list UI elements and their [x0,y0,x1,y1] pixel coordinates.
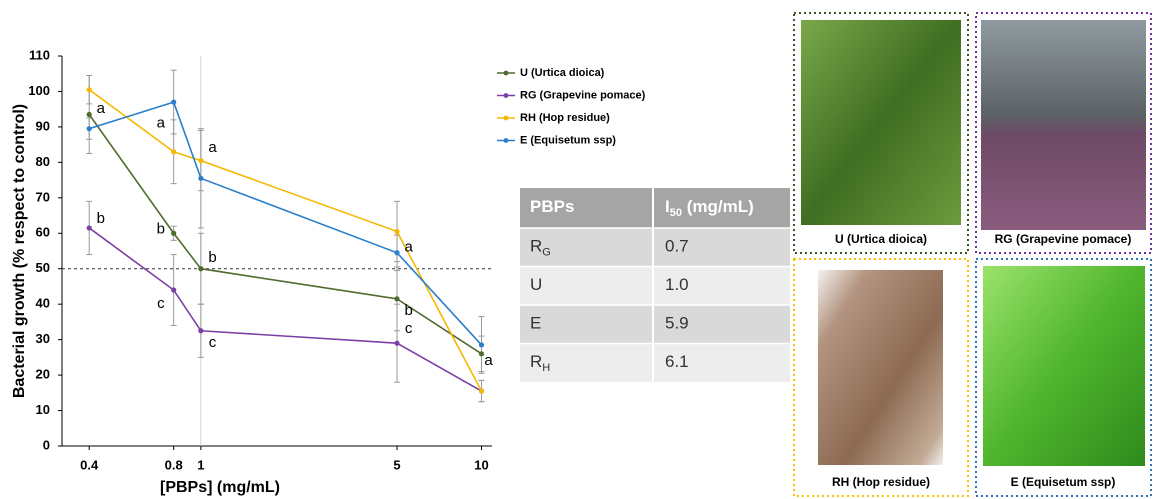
legend-label: E (Equisetum ssp) [520,134,616,146]
table-cell-text: 1.0 [665,275,689,294]
annotation: b [404,302,412,319]
data-point [87,87,92,92]
subscript: G [542,246,551,258]
photo-caption: U (Urtica dioica) [835,232,927,246]
annotation: b [208,249,216,266]
legend-label: U (Urtica dioica) [520,67,605,79]
x-axis-label: [PBPs] (mg/mL) [160,479,280,496]
legend-swatch [504,71,509,76]
annotation: a [97,100,106,117]
series-line [89,90,481,391]
annotation: a [404,238,413,255]
table-cell-text: PBPs [530,197,574,216]
data-point [394,296,399,301]
table-cell-text: E [530,314,541,333]
data-point [171,99,176,104]
data-point [171,149,176,154]
data-point [198,158,203,163]
table-cell-text: U [530,275,542,294]
data-point [87,112,92,117]
data-point [479,388,484,393]
series-line [89,115,481,354]
photo [818,270,943,465]
photo [983,266,1145,466]
table-row [520,305,790,344]
x-tick-label: 10 [474,457,488,472]
series-line [89,228,481,391]
annotation: c [209,334,217,351]
y-tick-label: 0 [43,437,50,452]
annotation: a [484,352,493,369]
cell-text: U [530,275,542,294]
data-point [87,126,92,131]
photo-grid: U (Urtica dioica) RG (Grapevine pomace) RH… [794,13,1151,496]
data-point [87,225,92,230]
annotation: c [157,295,165,312]
y-axis-label: Bacterial growth (% respect to control) [11,104,28,398]
y-tick-label: 110 [29,47,50,62]
legend-label: RG (Grapevine pomace) [520,89,646,101]
x-tick-label: 0.8 [165,457,183,472]
photo-caption: E (Equisetum ssp) [1011,475,1116,489]
y-tick-label: 60 [36,225,50,240]
x-tick-label: 0.4 [80,457,99,472]
legend-swatch [504,138,509,143]
cell-text: E [530,314,541,333]
x-tick-label: 1 [197,457,204,472]
photo [801,20,961,225]
subscript: H [542,362,550,374]
table-row [520,344,790,383]
data-point [198,266,203,271]
data-point [394,341,399,346]
table-cell-text: 6.1 [665,352,689,371]
data-point [394,229,399,234]
data-point [171,287,176,292]
y-tick-label: 30 [36,331,50,346]
annotation: b [157,221,165,238]
annotation: c [405,320,413,337]
y-tick-label: 40 [36,296,50,311]
cell-text: 6.1 [665,352,689,371]
cell-text: 5.9 [665,314,689,333]
table-cell-text: 5.9 [665,314,689,333]
y-tick-label: 70 [36,189,50,204]
photo-caption: RH (Hop residue) [832,475,930,489]
x-tick-label: 5 [393,457,400,472]
photo [981,20,1146,230]
y-tick-label: 10 [36,402,50,417]
data-point [171,231,176,236]
table-row [520,267,790,306]
legend-swatch [504,116,509,121]
cell-text: 0.7 [665,237,689,256]
photo-caption: RG (Grapevine pomace) [995,232,1132,246]
cell-text: (mg/mL) [682,197,754,216]
subscript: 50 [670,207,682,219]
data-point [394,250,399,255]
annotation: a [208,139,217,156]
cell-text: R [530,237,542,256]
y-tick-label: 90 [36,118,50,133]
legend-swatch [504,93,509,98]
legend-label: RH (Hop residue) [520,112,610,124]
data-point [479,351,484,356]
y-tick-label: 50 [36,260,50,275]
data-point [198,328,203,333]
table-row [520,228,790,267]
data-point [198,176,203,181]
cell-text: 1.0 [665,275,689,294]
y-tick-label: 20 [36,367,50,382]
annotation: b [97,210,105,227]
y-tick-label: 100 [28,83,50,98]
cell-text: PBPs [530,197,574,216]
table-cell-text: 0.7 [665,237,689,256]
y-tick-label: 80 [36,154,50,169]
cell-text: R [530,352,542,371]
series-line [89,102,481,345]
annotation: a [157,114,166,131]
data-point [479,342,484,347]
figure: 0 10 20 30 40 50 60 70 80 90 100 110 0.4 0.8 1 5 10 [PBPs… [0,0,1154,499]
